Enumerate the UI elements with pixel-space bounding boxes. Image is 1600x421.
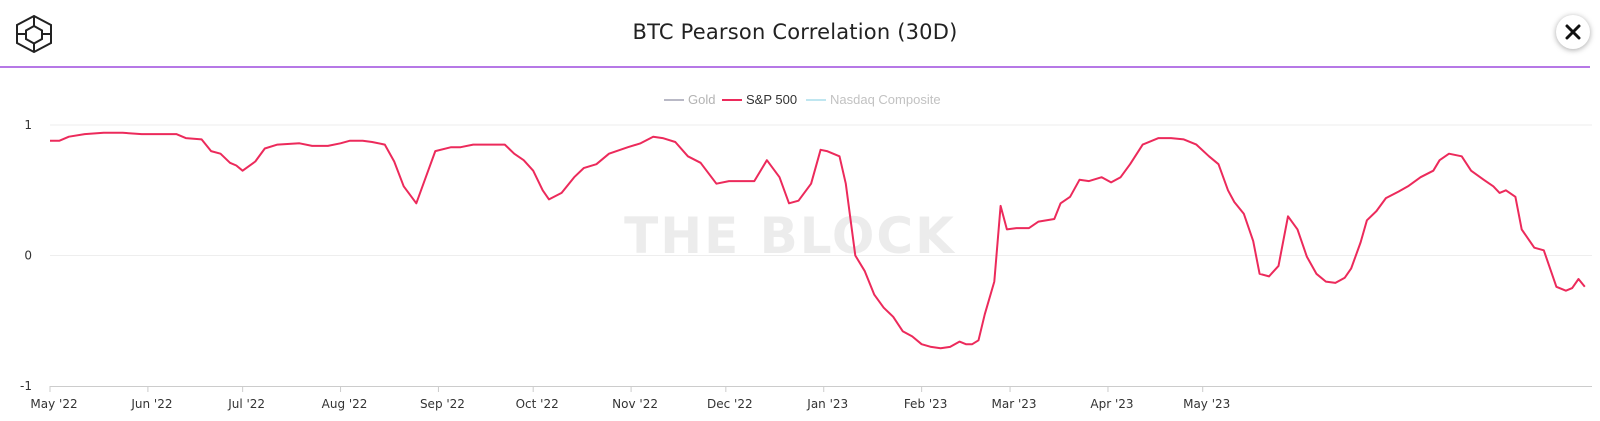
x-tick-label: May '22 (30, 397, 77, 411)
x-tick-label: Mar '23 (992, 397, 1037, 411)
legend-item[interactable]: Gold (664, 92, 715, 107)
x-tick-label: Jan '23 (806, 397, 848, 411)
x-tick-label: Feb '23 (904, 397, 948, 411)
chart-header: BTC Pearson Correlation (30D) (0, 0, 1590, 68)
chart-legend: Gold S&P 500 Nasdaq Composite (664, 92, 941, 107)
close-button[interactable] (1556, 15, 1590, 49)
y-tick-label: 1 (24, 118, 32, 132)
correlation-chart: THE BLOCK Gold S&P 500 Nasdaq Composite 1 0… (20, 92, 1592, 411)
legend-item[interactable]: Nasdaq Composite (806, 92, 941, 107)
x-tick-label: Oct '22 (516, 397, 559, 411)
x-tick-label: Apr '23 (1090, 397, 1133, 411)
series-line-sp500[interactable] (50, 131, 1586, 350)
page-title: BTC Pearson Correlation (30D) (632, 20, 958, 44)
legend-label: Nasdaq Composite (830, 92, 941, 107)
watermark-text: THE BLOCK (624, 207, 956, 265)
x-axis: May '22 Jun '22 Jul '22 Aug '22 Sep '22 Oct '… (30, 386, 1592, 411)
x-tick-label: Aug '22 (322, 397, 368, 411)
y-tick-label: 0 (24, 249, 32, 263)
legend-label: S&P 500 (746, 92, 797, 107)
series-layer (50, 131, 1586, 350)
x-tick-label: Jul '22 (227, 397, 265, 411)
y-tick-label: -1 (20, 379, 32, 393)
close-icon (1565, 24, 1581, 40)
legend-label: Gold (688, 92, 715, 107)
x-tick-label: May '23 (1183, 397, 1230, 411)
y-axis: 1 0 -1 (20, 118, 32, 393)
x-tick-label: Sep '22 (420, 397, 465, 411)
watermark: THE BLOCK (624, 207, 956, 265)
x-tick-label: Nov '22 (612, 397, 658, 411)
x-tick-label: Dec '22 (707, 397, 753, 411)
x-tick-label: Jun '22 (130, 397, 172, 411)
grid-lines (50, 124, 1592, 256)
the-block-cube-icon (16, 14, 52, 54)
legend-item[interactable]: S&P 500 (722, 92, 797, 107)
